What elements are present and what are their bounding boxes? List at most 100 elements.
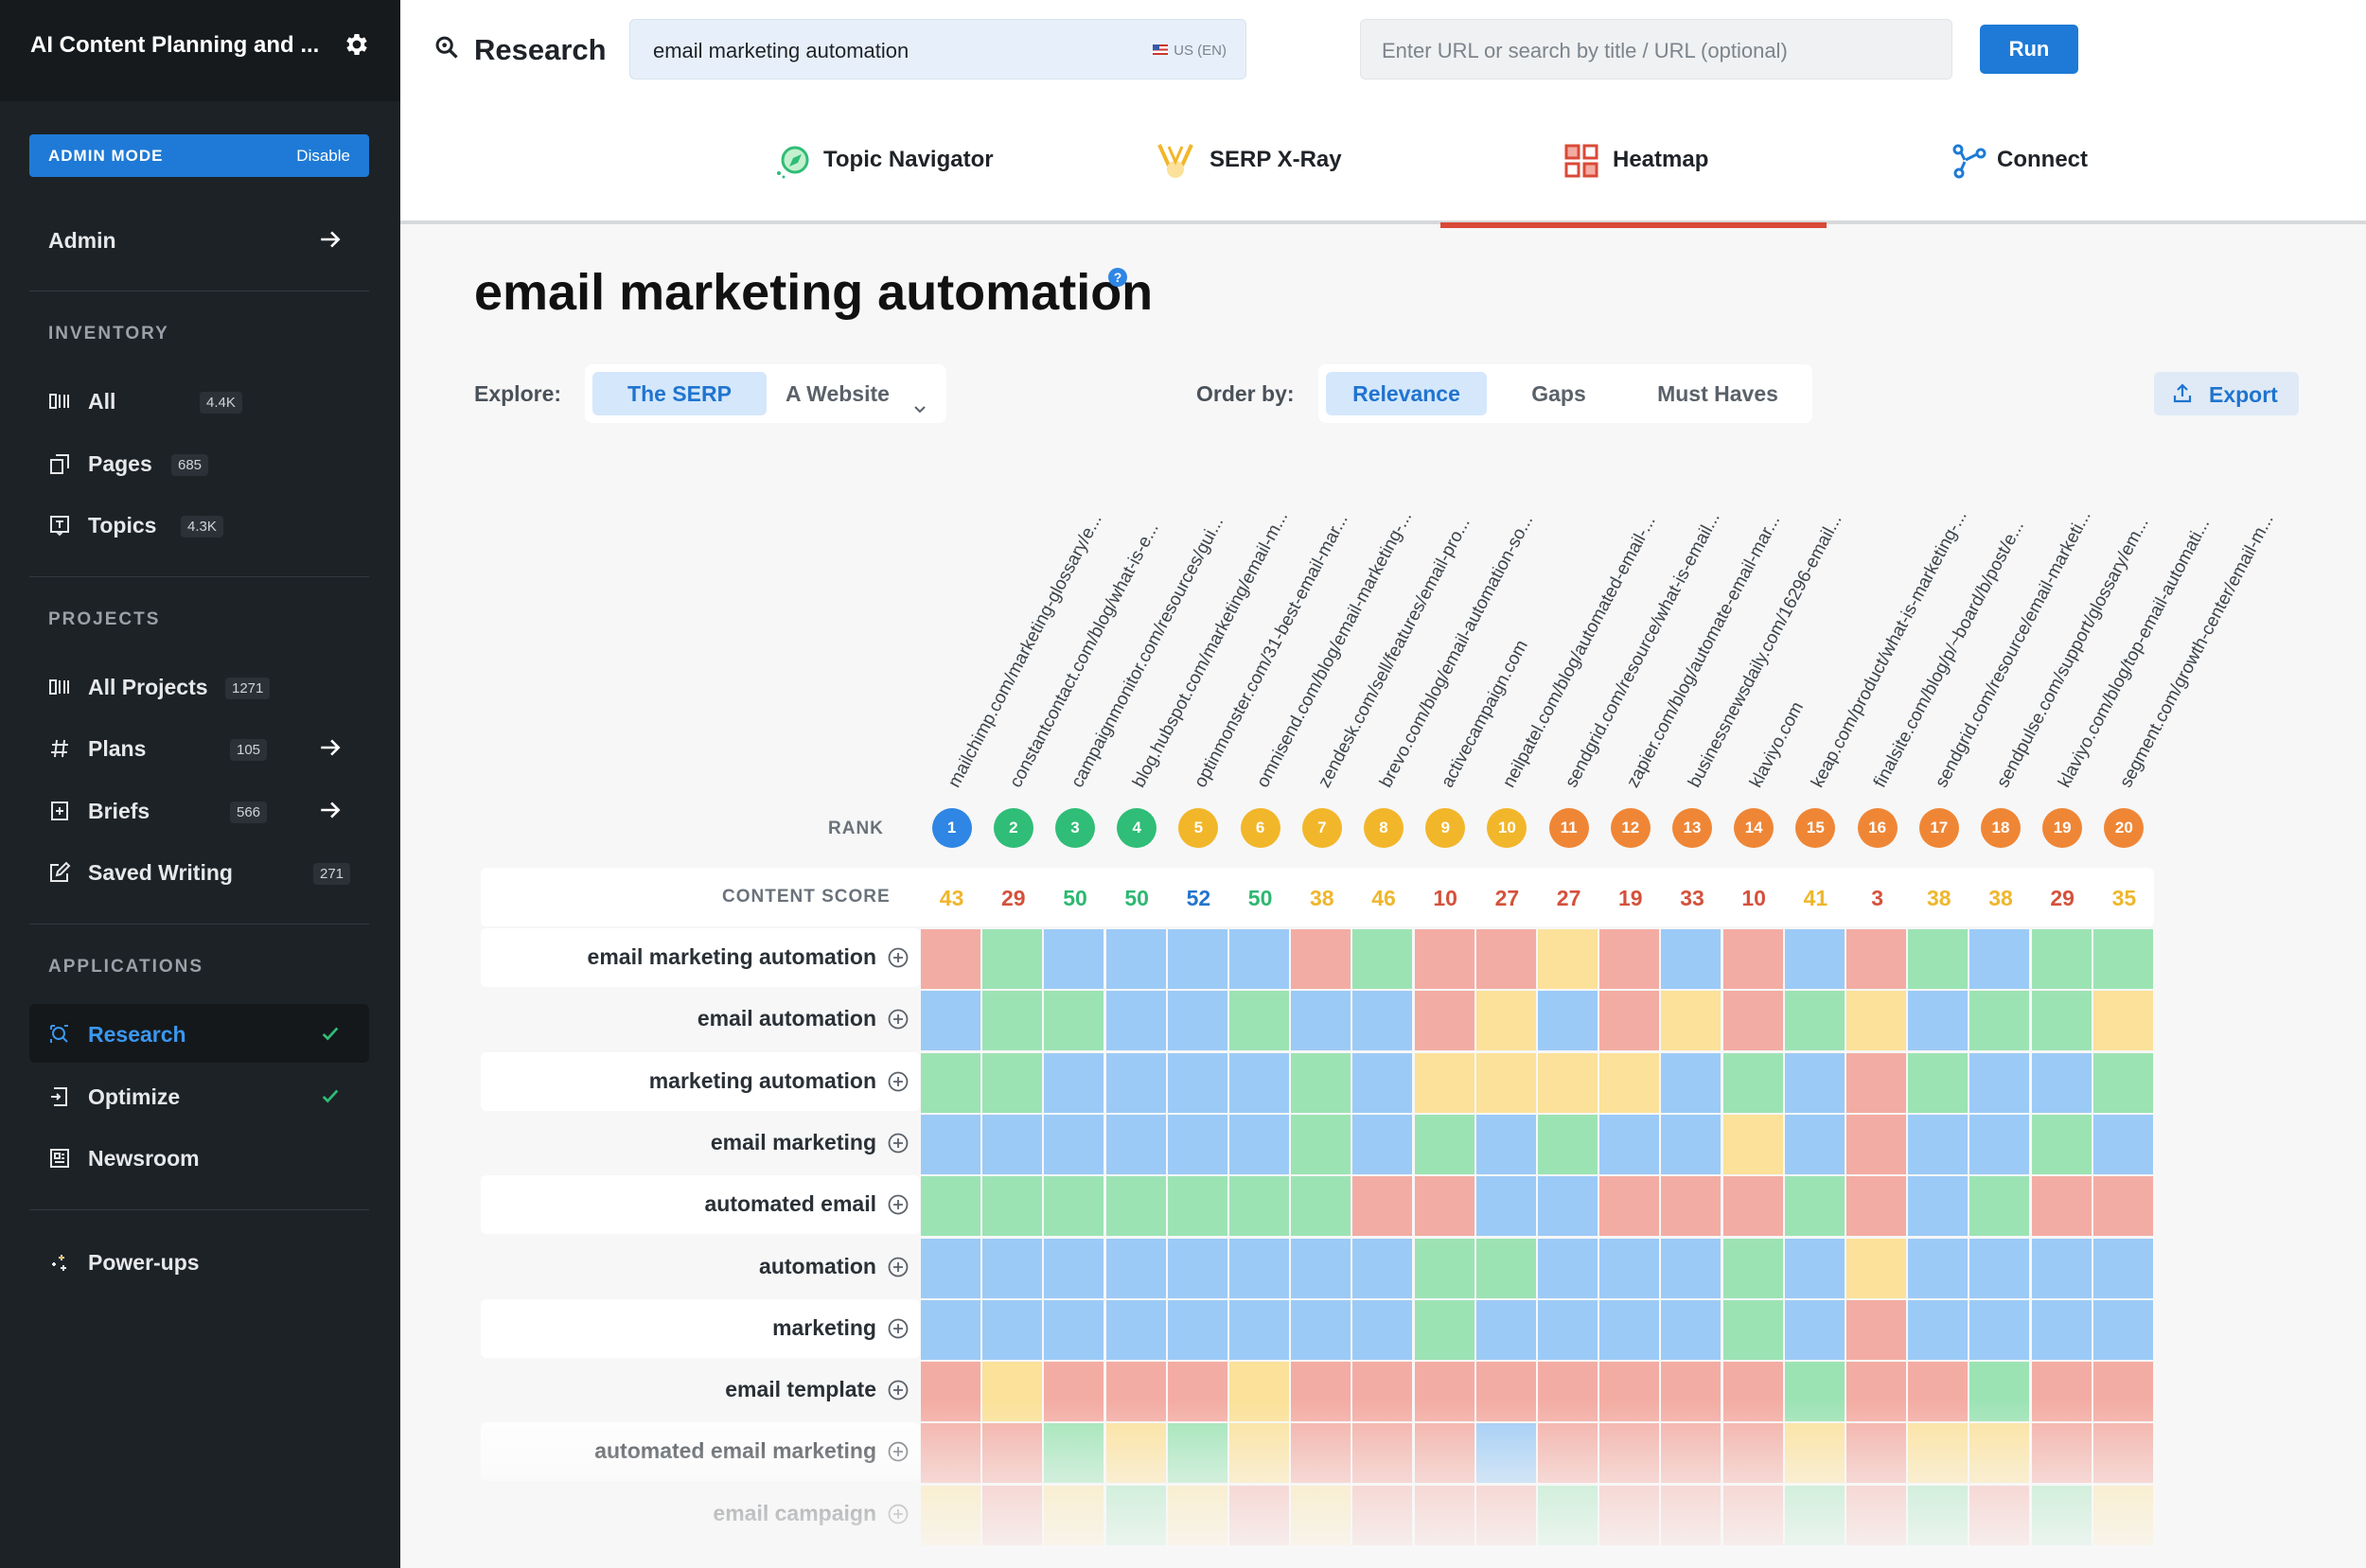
rank-badge[interactable]: 1 — [931, 808, 972, 848]
heatmap-cell[interactable] — [1722, 1423, 1783, 1484]
heatmap-cell[interactable] — [1538, 1052, 1598, 1113]
heatmap-cell[interactable] — [921, 1238, 980, 1298]
rank-badge[interactable]: 19 — [2042, 808, 2083, 848]
heatmap-cell[interactable] — [1475, 929, 1536, 989]
sidebar-item-plans[interactable]: Plans 105 — [29, 718, 369, 777]
heatmap-cell[interactable] — [2092, 1052, 2153, 1113]
add-keyword-icon[interactable] — [888, 1504, 909, 1524]
heatmap-cell[interactable] — [1352, 1299, 1413, 1360]
heatmap-cell[interactable] — [1291, 1176, 1351, 1237]
heatmap-cell[interactable] — [1661, 1299, 1722, 1360]
heatmap-cell[interactable] — [1352, 1238, 1413, 1298]
heatmap-cell[interactable] — [2092, 929, 2153, 989]
rank-badge[interactable]: 16 — [1857, 808, 1898, 848]
rank-badge[interactable]: 6 — [1240, 808, 1280, 848]
heatmap-cell[interactable] — [1229, 1114, 1289, 1174]
sidebar-item-admin[interactable]: Admin — [29, 210, 369, 269]
heatmap-cell[interactable] — [982, 1052, 1043, 1113]
order-must-haves-button[interactable]: Must Haves — [1657, 381, 1778, 406]
heatmap-cell[interactable] — [1846, 1423, 1906, 1484]
heatmap-cell[interactable] — [1599, 1052, 1660, 1113]
heatmap-cell[interactable] — [921, 1114, 980, 1174]
tab-heatmap[interactable]: Heatmap — [1440, 101, 1827, 228]
serp-url-label[interactable]: klaviyo.com — [1746, 698, 1809, 791]
heatmap-cell[interactable] — [1475, 991, 1536, 1051]
heatmap-cell[interactable] — [982, 1176, 1043, 1237]
heatmap-cell[interactable] — [1105, 1052, 1166, 1113]
tab-connect[interactable]: Connect — [1827, 101, 2213, 224]
heatmap-cell[interactable] — [1167, 1176, 1227, 1237]
heatmap-cell[interactable] — [1661, 1238, 1722, 1298]
heatmap-cell[interactable] — [1969, 1114, 2030, 1174]
add-keyword-icon[interactable] — [888, 1318, 909, 1339]
heatmap-cell[interactable] — [1352, 929, 1413, 989]
heatmap-cell[interactable] — [1475, 1114, 1536, 1174]
add-keyword-icon[interactable] — [888, 1257, 909, 1277]
tab-topic-navigator[interactable]: Topic Navigator — [726, 101, 1112, 224]
heatmap-cell[interactable] — [1167, 1052, 1227, 1113]
heatmap-cell[interactable] — [1414, 1423, 1474, 1484]
heatmap-cell[interactable] — [1846, 991, 1906, 1051]
heatmap-cell[interactable] — [1908, 1299, 1969, 1360]
rank-badge[interactable]: 10 — [1487, 808, 1527, 848]
keyword-label[interactable]: email template — [725, 1377, 876, 1402]
heatmap-cell[interactable] — [1969, 929, 2030, 989]
heatmap-cell[interactable] — [1105, 1176, 1166, 1237]
heatmap-cell[interactable] — [1969, 1238, 2030, 1298]
heatmap-cell[interactable] — [2092, 1238, 2153, 1298]
heatmap-cell[interactable] — [982, 929, 1043, 989]
heatmap-cell[interactable] — [921, 991, 980, 1051]
heatmap-cell[interactable] — [1846, 1238, 1906, 1298]
heatmap-cell[interactable] — [1352, 1176, 1413, 1237]
heatmap-cell[interactable] — [2092, 1114, 2153, 1174]
url-search-input[interactable]: Enter URL or search by title / URL (opti… — [1360, 19, 1952, 79]
heatmap-cell[interactable] — [1538, 1423, 1598, 1484]
heatmap-cell[interactable] — [1352, 1485, 1413, 1545]
heatmap-cell[interactable] — [1229, 929, 1289, 989]
heatmap-cell[interactable] — [1969, 1362, 2030, 1422]
heatmap-cell[interactable] — [1846, 1114, 1906, 1174]
heatmap-cell[interactable] — [1846, 929, 1906, 989]
heatmap-cell[interactable] — [1414, 1114, 1474, 1174]
heatmap-cell[interactable] — [982, 1238, 1043, 1298]
sidebar-item-saved-writing[interactable]: Saved Writing 271 — [29, 842, 369, 901]
keyword-label[interactable]: marketing — [772, 1314, 876, 1340]
keyword-label[interactable]: email automation — [697, 1006, 876, 1031]
heatmap-cell[interactable] — [1044, 1485, 1104, 1545]
heatmap-cell[interactable] — [1291, 1362, 1351, 1422]
sidebar-item-research[interactable]: Research — [29, 1004, 369, 1063]
heatmap-cell[interactable] — [1414, 929, 1474, 989]
heatmap-cell[interactable] — [1661, 1423, 1722, 1484]
rank-badge[interactable]: 18 — [1981, 808, 2021, 848]
heatmap-cell[interactable] — [1291, 929, 1351, 989]
heatmap-cell[interactable] — [1167, 1299, 1227, 1360]
heatmap-cell[interactable] — [1784, 1176, 1845, 1237]
heatmap-cell[interactable] — [1352, 1052, 1413, 1113]
heatmap-cell[interactable] — [1291, 1114, 1351, 1174]
heatmap-cell[interactable] — [1229, 1362, 1289, 1422]
heatmap-cell[interactable] — [1599, 1485, 1660, 1545]
add-keyword-icon[interactable] — [888, 1071, 909, 1092]
heatmap-cell[interactable] — [1908, 1362, 1969, 1422]
heatmap-cell[interactable] — [1661, 1176, 1722, 1237]
sidebar-item-briefs[interactable]: Briefs 566 — [29, 781, 369, 839]
heatmap-cell[interactable] — [1352, 991, 1413, 1051]
heatmap-cell[interactable] — [1538, 1176, 1598, 1237]
heatmap-cell[interactable] — [1475, 1485, 1536, 1545]
heatmap-cell[interactable] — [1167, 1423, 1227, 1484]
heatmap-cell[interactable] — [1229, 1052, 1289, 1113]
heatmap-cell[interactable] — [1599, 929, 1660, 989]
order-gaps-button[interactable]: Gaps — [1531, 381, 1586, 406]
heatmap-cell[interactable] — [1661, 991, 1722, 1051]
heatmap-cell[interactable] — [1475, 1238, 1536, 1298]
heatmap-cell[interactable] — [1414, 1176, 1474, 1237]
rank-badge[interactable]: 14 — [1734, 808, 1774, 848]
heatmap-cell[interactable] — [982, 1362, 1043, 1422]
arrow-right-icon[interactable] — [318, 735, 343, 760]
heatmap-cell[interactable] — [1722, 1485, 1783, 1545]
heatmap-cell[interactable] — [1908, 1238, 1969, 1298]
keyword-label[interactable]: automated email marketing — [594, 1438, 876, 1464]
heatmap-cell[interactable] — [1908, 1485, 1969, 1545]
heatmap-cell[interactable] — [1352, 1423, 1413, 1484]
heatmap-cell[interactable] — [1784, 1299, 1845, 1360]
